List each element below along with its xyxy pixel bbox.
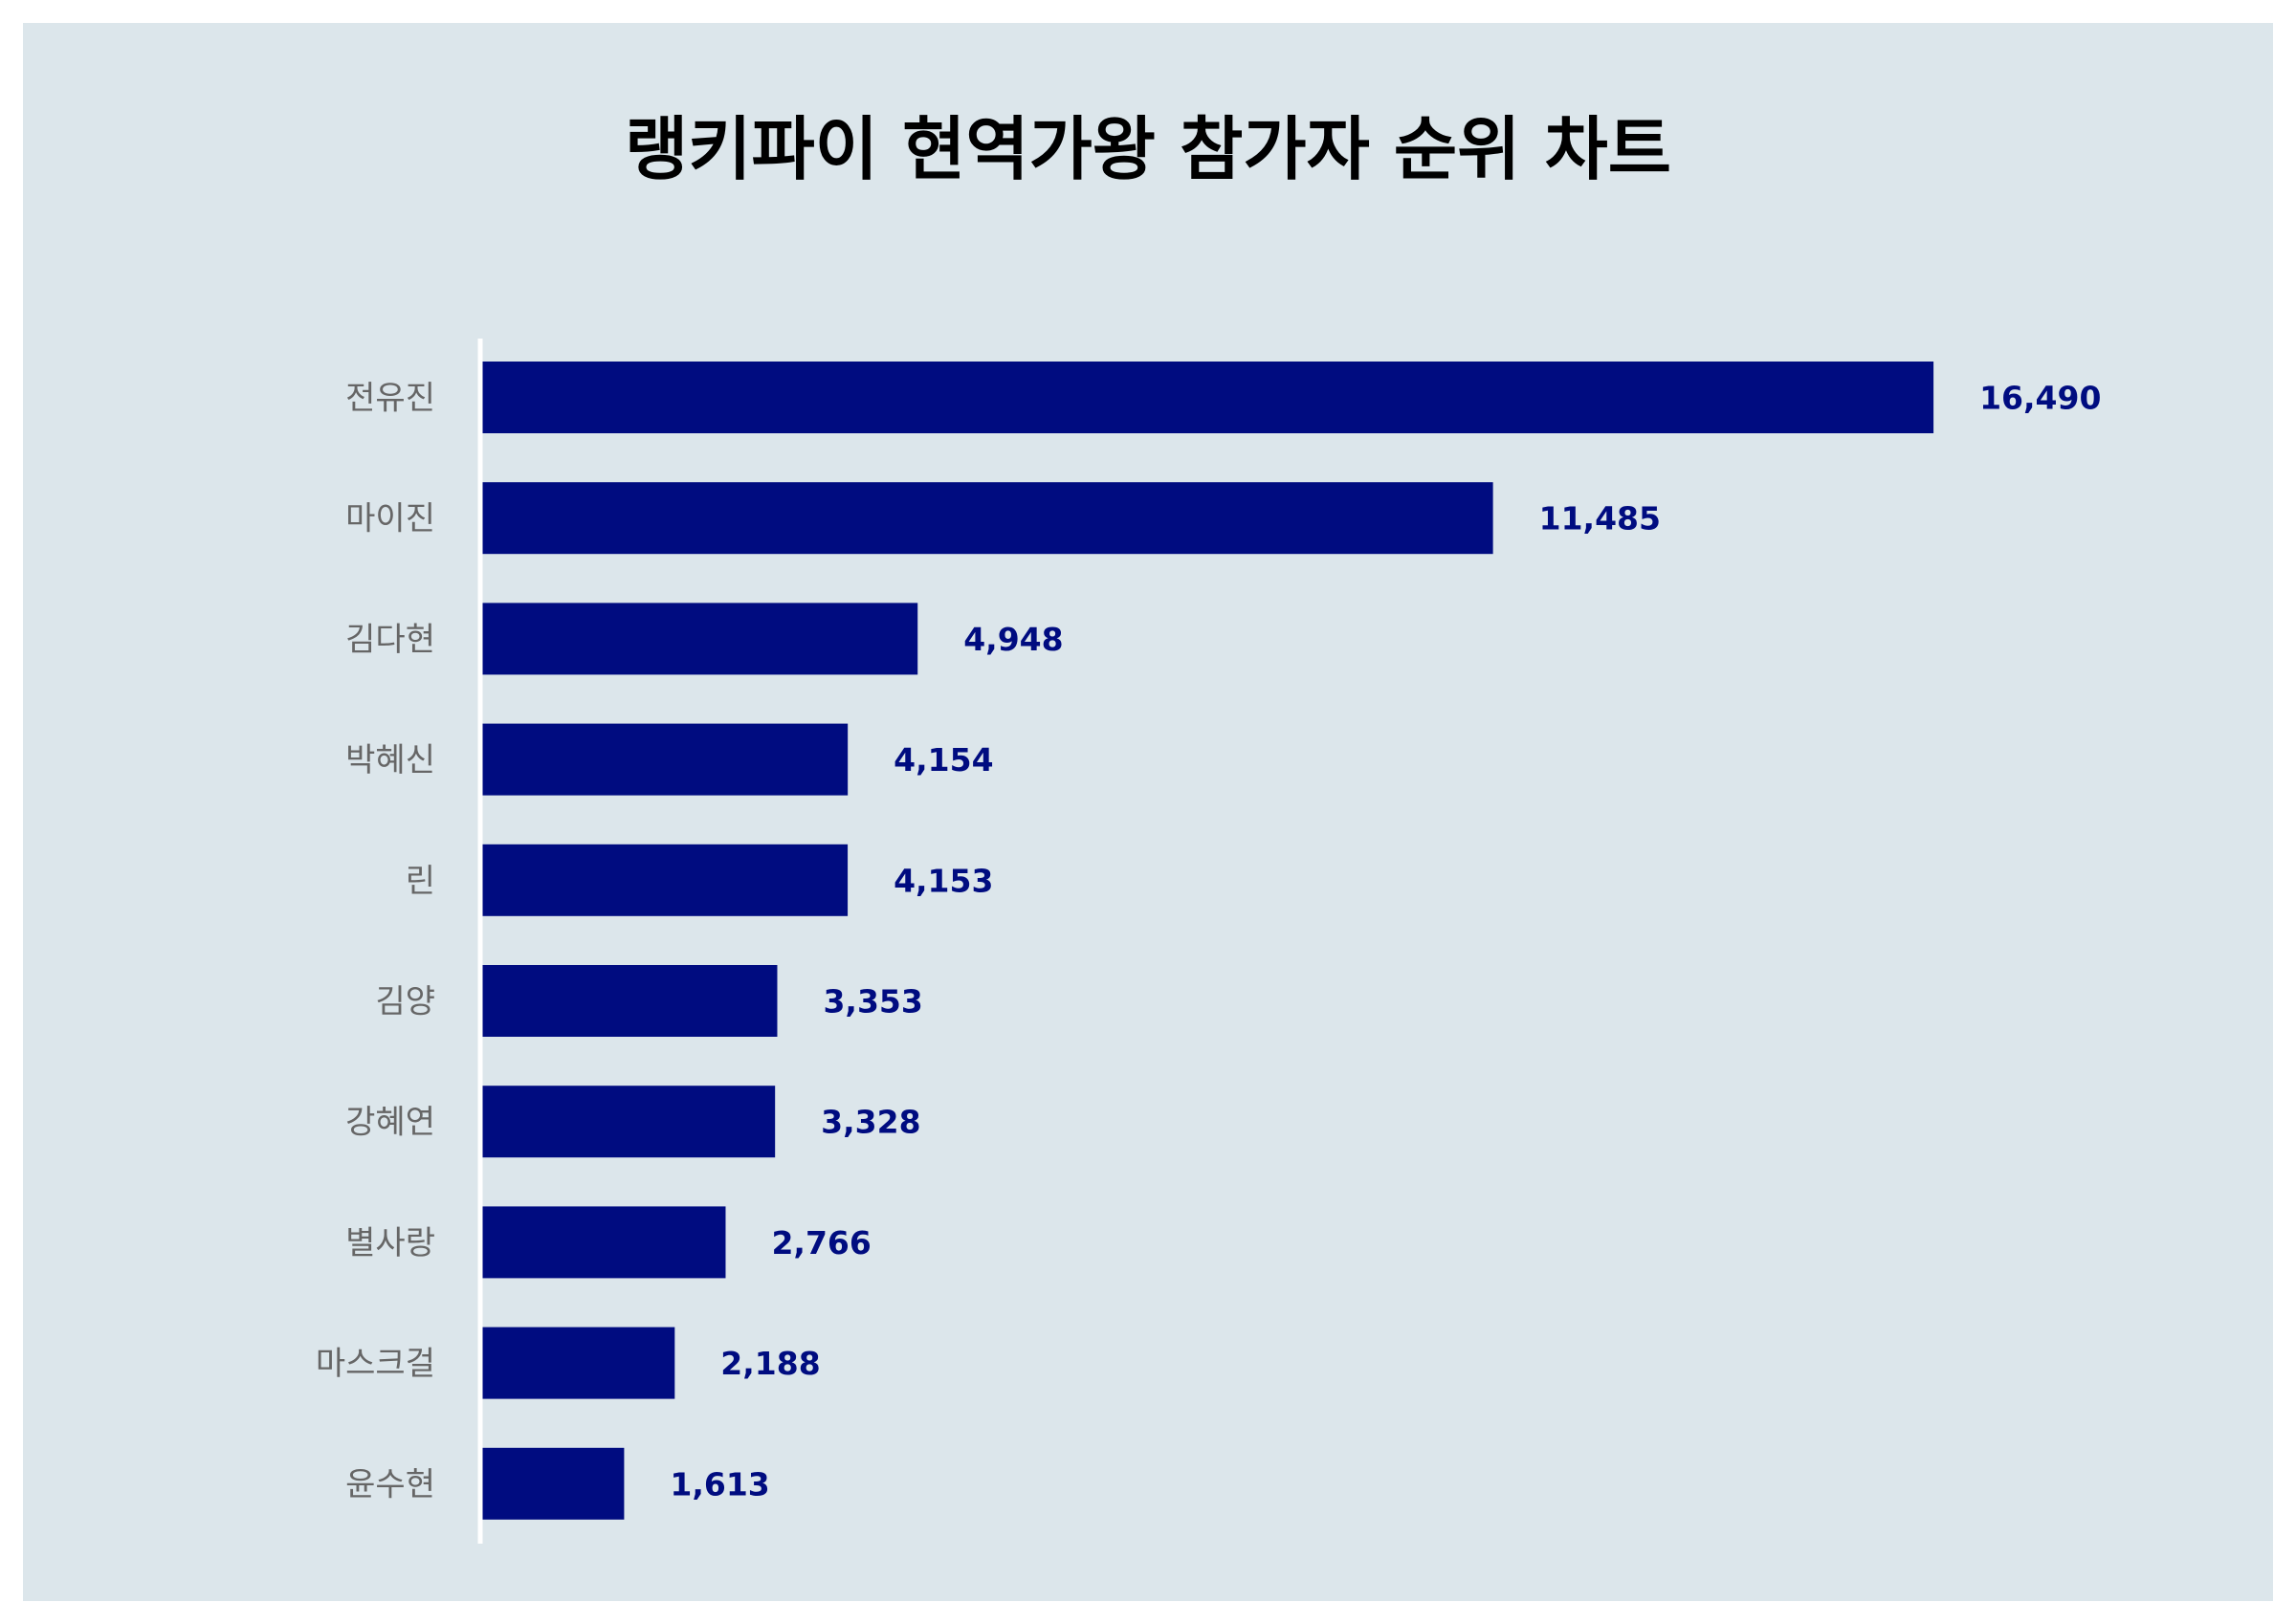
- value-label: 4,154: [894, 741, 993, 779]
- category-label: 강혜연: [345, 1104, 435, 1142]
- category-label: 김다현: [345, 621, 435, 659]
- value-label: 11,485: [1539, 500, 1661, 538]
- value-label: 16,490: [1979, 380, 2101, 417]
- bar: [482, 723, 849, 796]
- chart-title: 랭키파이 현역가왕 참가자 순위 차트: [625, 109, 1671, 189]
- category-label: 윤수현: [345, 1465, 435, 1503]
- bar: [482, 1086, 776, 1158]
- bar: [482, 482, 1493, 555]
- category-label: 박혜신: [345, 741, 435, 779]
- bars-layer: 전유진 16,490 마이진 11,485 김다현 4,948 박혜신 4,154 린 4,153…: [316, 362, 2101, 1520]
- category-label: 마스크걸: [316, 1345, 435, 1383]
- category-label: 린: [406, 862, 435, 900]
- value-label: 3,328: [821, 1104, 920, 1141]
- value-label: 1,613: [670, 1465, 769, 1503]
- value-label: 4,153: [894, 862, 993, 899]
- value-label: 3,353: [823, 983, 922, 1020]
- bar: [482, 603, 918, 675]
- category-label: 김양: [375, 983, 435, 1021]
- bar: [482, 1327, 675, 1399]
- category-label: 마이진: [345, 500, 435, 538]
- chart-panel: [23, 23, 2273, 1601]
- bar: [482, 965, 778, 1037]
- bar: [482, 362, 1934, 433]
- bar: [482, 844, 849, 916]
- category-label: 별사랑: [345, 1224, 435, 1262]
- value-label: 4,948: [963, 621, 1063, 658]
- bar: [482, 1206, 726, 1279]
- value-label: 2,188: [720, 1345, 820, 1382]
- value-label: 2,766: [771, 1224, 871, 1262]
- bar: [482, 1447, 625, 1520]
- category-label: 전유진: [345, 380, 435, 418]
